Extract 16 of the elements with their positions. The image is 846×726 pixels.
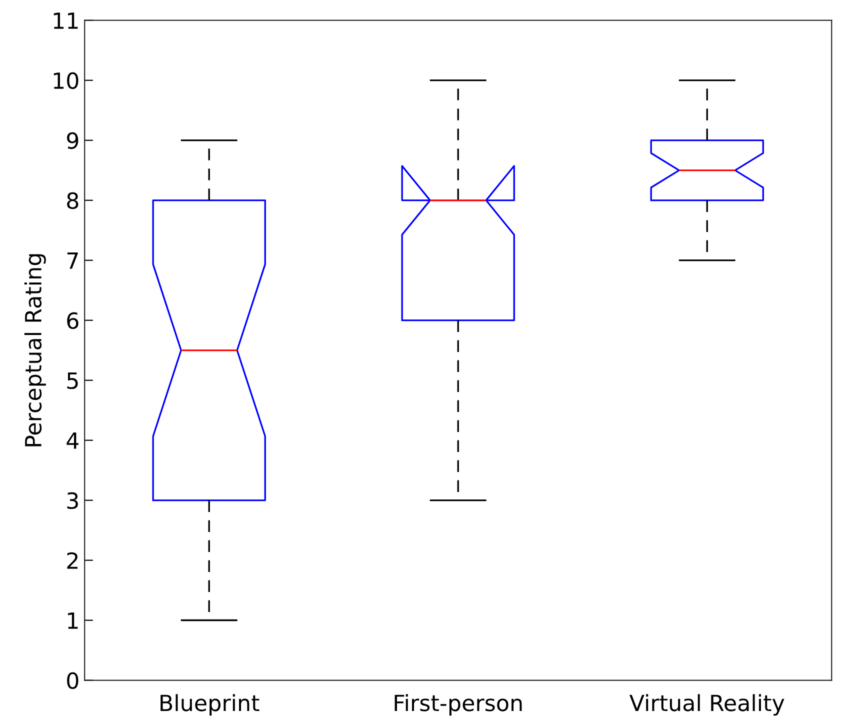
y-tick-label: 0 bbox=[67, 672, 78, 690]
y-tick-label: 6 bbox=[67, 312, 78, 330]
x-tick-label: Blueprint bbox=[160, 694, 260, 716]
y-tick-label: 9 bbox=[67, 132, 78, 150]
y-tick-label: 5 bbox=[67, 372, 78, 390]
y-tick-label: 10 bbox=[54, 72, 78, 90]
y-axis-title: Perceptual Rating bbox=[24, 254, 46, 446]
y-tick-label: 7 bbox=[67, 252, 78, 269]
y-tick-label: 1 bbox=[68, 612, 78, 629]
x-tick-label: First-person bbox=[394, 694, 522, 716]
y-tick-label: 11 bbox=[54, 12, 78, 29]
y-tick-label: 2 bbox=[67, 552, 78, 569]
y-tick-label: 3 bbox=[67, 492, 78, 510]
x-tick-label: Virtual Reality bbox=[629, 694, 784, 716]
y-tick-label: 8 bbox=[67, 192, 78, 210]
y-tick-label: 4 bbox=[66, 432, 78, 449]
